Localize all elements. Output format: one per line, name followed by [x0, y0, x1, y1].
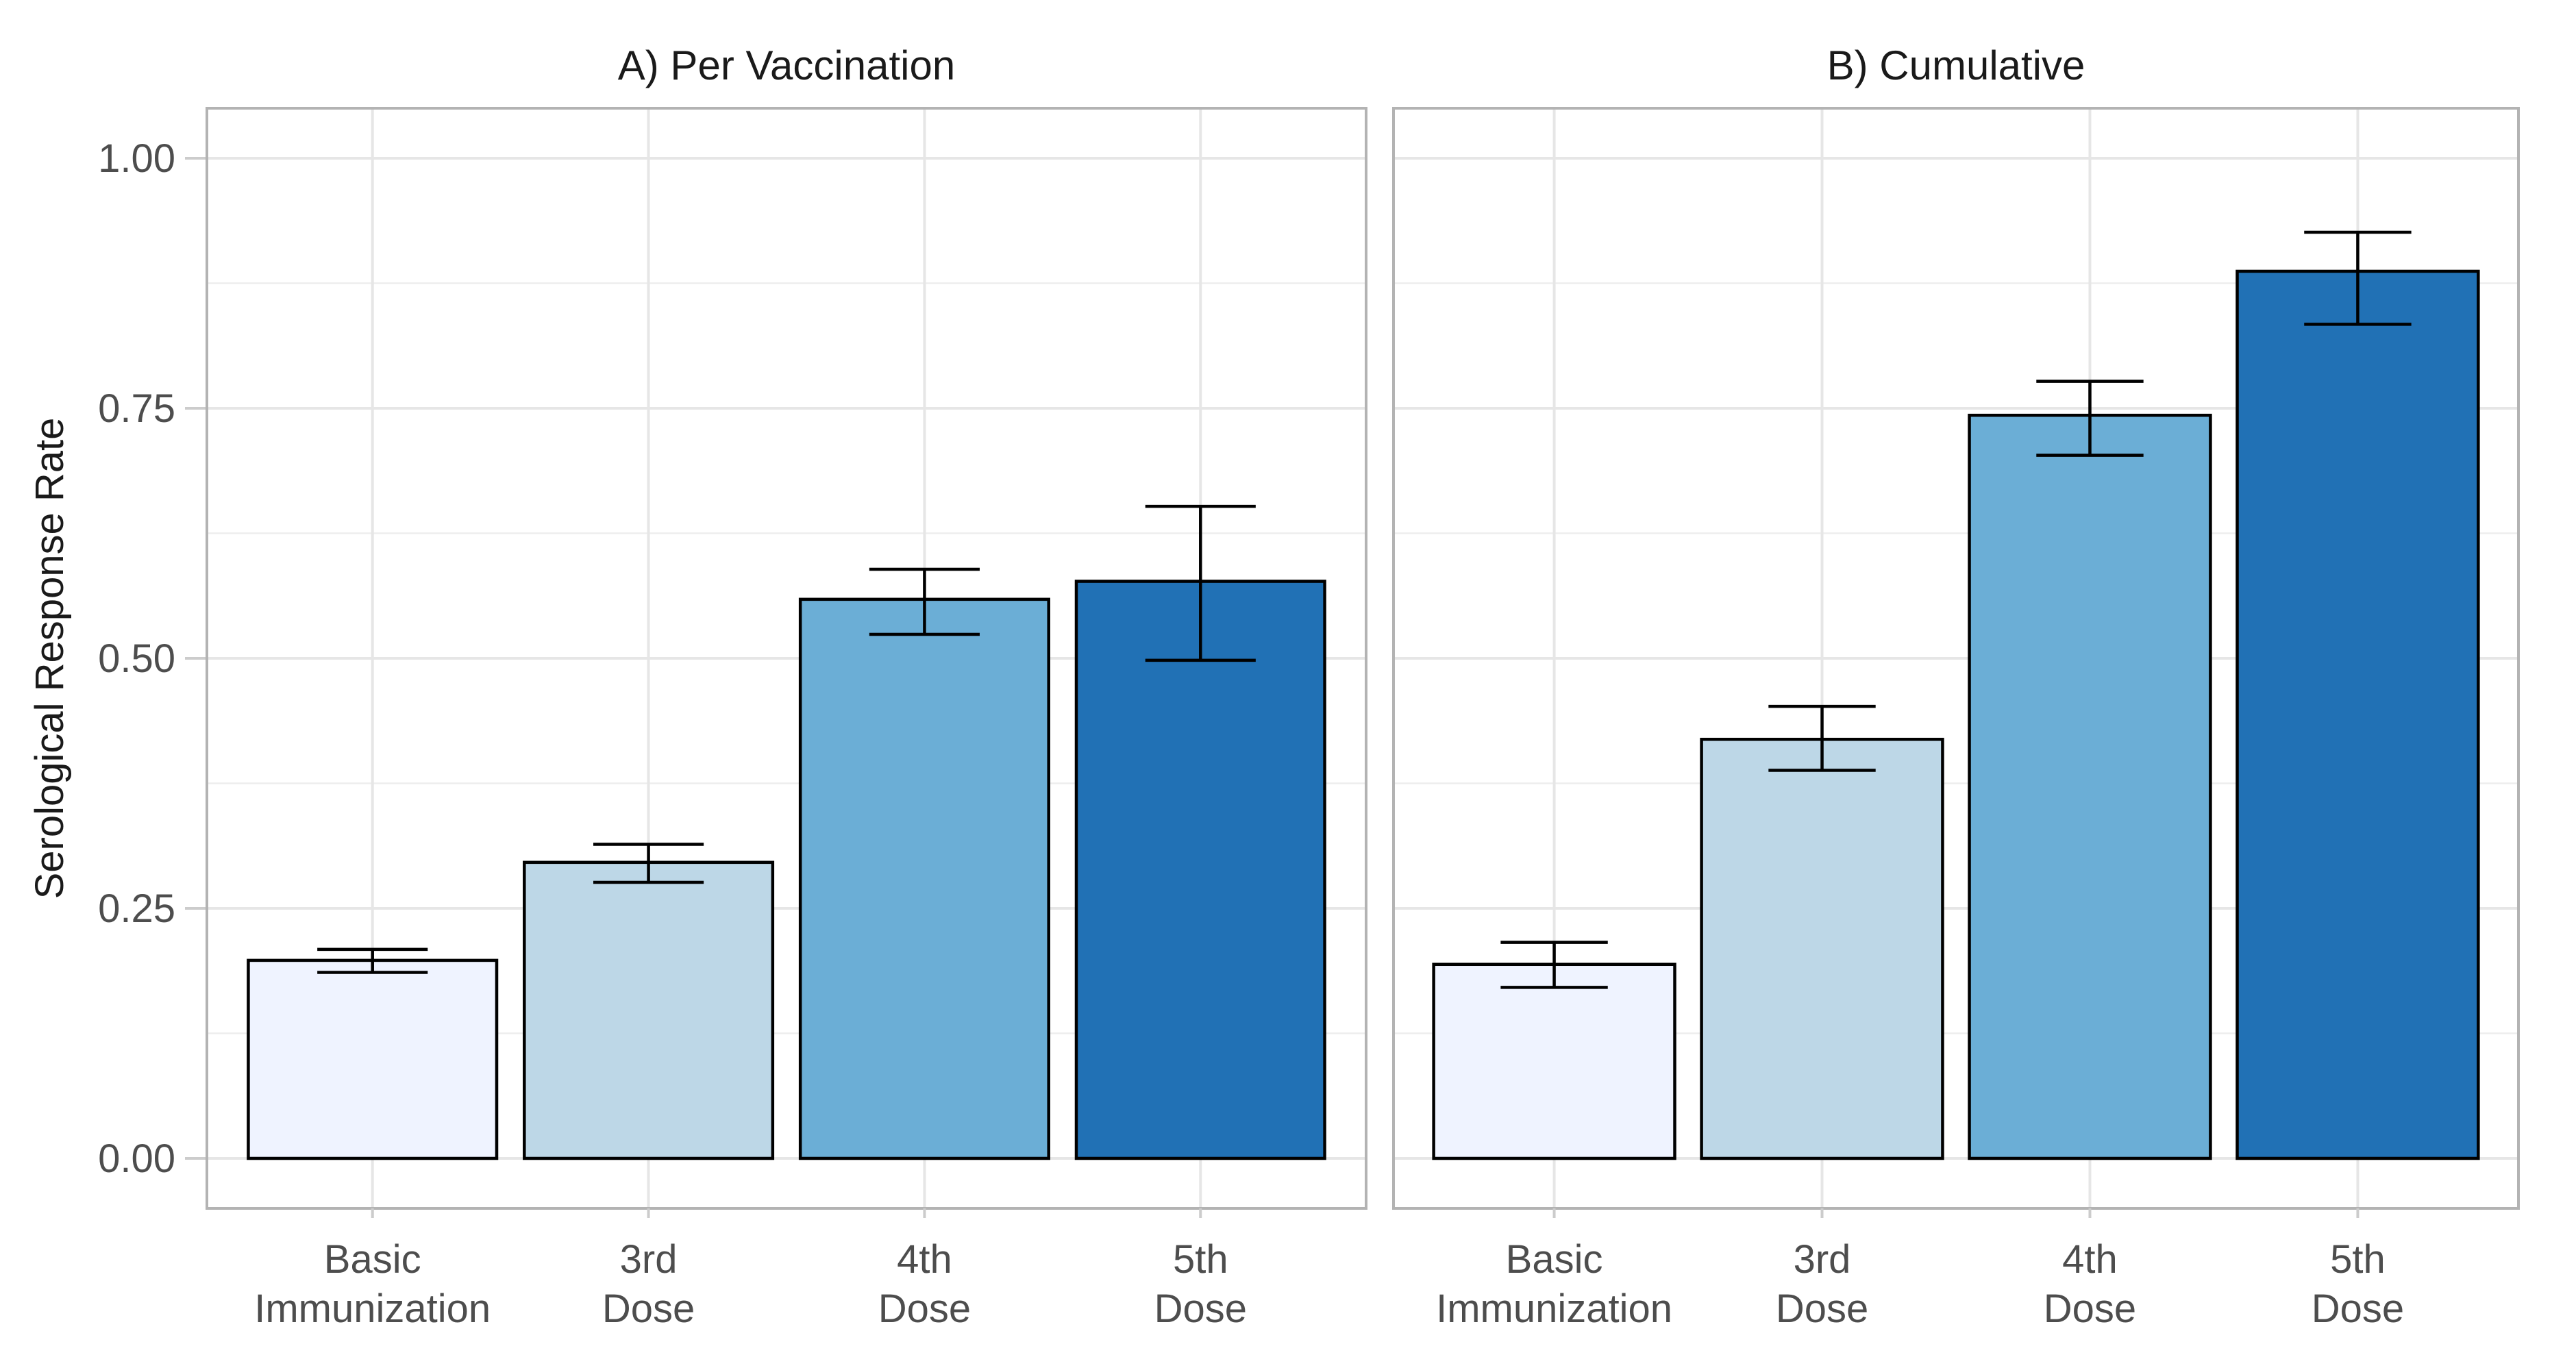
bar-cumulative-3	[1968, 413, 2212, 1160]
error-bar	[317, 947, 428, 974]
x-tick-label-line: 4th	[2062, 1237, 2118, 1282]
x-tick-label-line: Dose	[1154, 1286, 1247, 1331]
error-bar	[1768, 704, 1876, 772]
y-tick-label: 0.00	[98, 1136, 175, 1181]
x-tick-label-line: Dose	[2312, 1286, 2404, 1331]
bar-per-vaccination-2	[523, 860, 775, 1160]
x-tick-label: 5th Dose	[1154, 1237, 1247, 1331]
panel-title: A) Per Vaccination	[618, 42, 955, 88]
x-tick-label: 4th Dose	[2044, 1237, 2136, 1331]
y-tick-label: 1.00	[98, 136, 175, 181]
y-tick-label: 0.25	[98, 886, 175, 931]
x-tick-label: 4th Dose	[878, 1237, 971, 1331]
x-tick-label-line: Basic	[324, 1237, 421, 1282]
x-tick-label: Basic Immunization	[1436, 1237, 1672, 1331]
x-tick-label: Basic Immunization	[254, 1237, 491, 1331]
bar-cumulative-1	[1432, 962, 1676, 1160]
error-bar	[2304, 230, 2412, 326]
x-tick-label: 3rd Dose	[1776, 1237, 1868, 1331]
y-tick-label: 0.50	[98, 636, 175, 681]
panel-border	[206, 107, 1367, 1210]
x-tick-label-line: Dose	[2044, 1286, 2136, 1331]
x-tick-label: 3rd Dose	[602, 1237, 695, 1331]
x-tick-label-line: Basic	[1506, 1237, 1603, 1282]
x-tick-label-line: Immunization	[254, 1286, 491, 1331]
panel-title: B) Cumulative	[1827, 42, 2085, 88]
x-tick-label-line: Immunization	[1436, 1286, 1672, 1331]
error-bar	[2036, 380, 2144, 457]
error-bar	[1145, 504, 1256, 662]
error-bar	[1500, 941, 1608, 989]
error-bar	[869, 567, 980, 636]
error-bar	[593, 843, 704, 884]
bar-per-vaccination-1	[247, 958, 499, 1160]
y-tick-label: 0.75	[98, 386, 175, 431]
bar-cumulative-2	[1700, 738, 1944, 1160]
x-tick-label-line: 3rd	[1794, 1237, 1851, 1282]
x-tick-label-line: 3rd	[620, 1237, 678, 1282]
panel-border	[1392, 107, 2520, 1210]
x-tick-label-line: 5th	[1173, 1237, 1228, 1282]
x-tick-label: 5th Dose	[2312, 1237, 2404, 1331]
bar-per-vaccination-3	[798, 597, 1050, 1160]
x-tick-label-line: 4th	[897, 1237, 952, 1282]
x-tick-label-line: 5th	[2330, 1237, 2386, 1282]
x-tick-label-line: Dose	[602, 1286, 695, 1331]
x-tick-label-line: Dose	[1776, 1286, 1868, 1331]
bar-cumulative-4	[2236, 269, 2480, 1160]
y-axis-title: Serological Response Rate	[27, 418, 72, 899]
x-tick-label-line: Dose	[878, 1286, 971, 1331]
bar-per-vaccination-4	[1074, 580, 1326, 1160]
